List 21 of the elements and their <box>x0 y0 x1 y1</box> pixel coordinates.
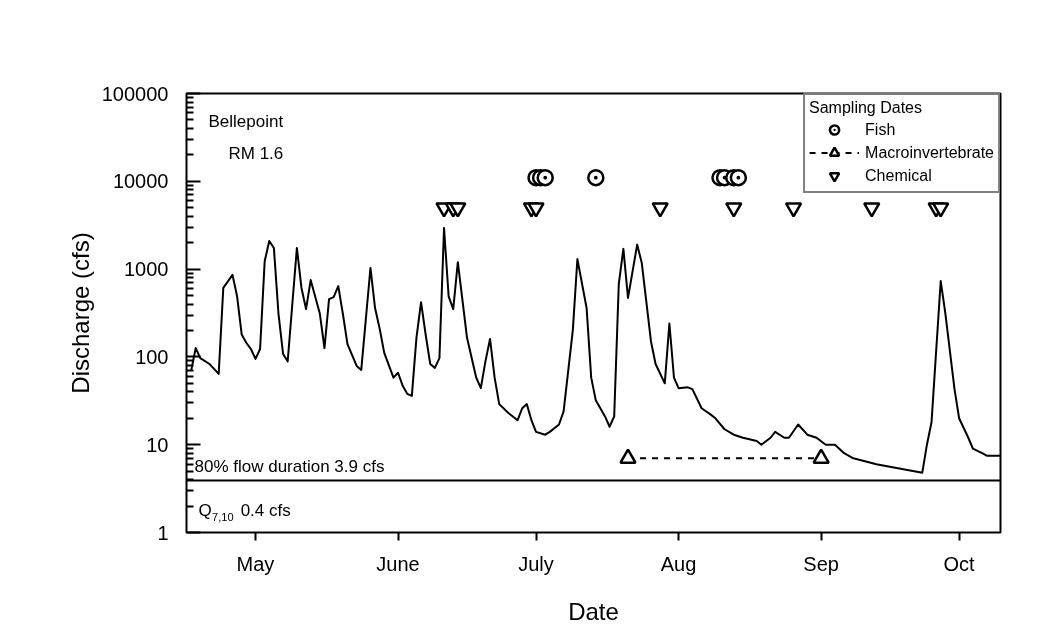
legend-title: Sampling Dates <box>809 99 923 117</box>
x-tick-label: Oct <box>943 552 976 575</box>
x-tick-label: May <box>236 552 275 575</box>
x-axis-title: Date <box>568 597 619 625</box>
x-tick-label: Aug <box>660 552 697 575</box>
y-axis-title: Discharge (cfs) <box>66 232 94 394</box>
y-tick-label: 100000 <box>101 82 169 105</box>
x-tick-label: Sep <box>803 552 839 575</box>
y-tick-label: 10000 <box>112 170 169 193</box>
legend-label: Macroinvertebrate <box>865 142 994 163</box>
y-tick-label: 100 <box>135 345 169 368</box>
legend-label: Fish <box>865 119 896 140</box>
y-tick-label: 1 <box>157 521 169 544</box>
annotation: RM 1.6 <box>228 144 284 163</box>
legend-label: Chemical <box>865 165 932 186</box>
y-tick-label: 10 <box>146 433 169 456</box>
y-tick-label: 1000 <box>124 258 169 281</box>
x-tick-label: July <box>518 552 554 575</box>
x-tick-label: June <box>376 552 420 575</box>
annotation: Bellepoint <box>208 112 284 131</box>
ref-line-label: 80% flow duration 3.9 cfs <box>194 456 385 476</box>
